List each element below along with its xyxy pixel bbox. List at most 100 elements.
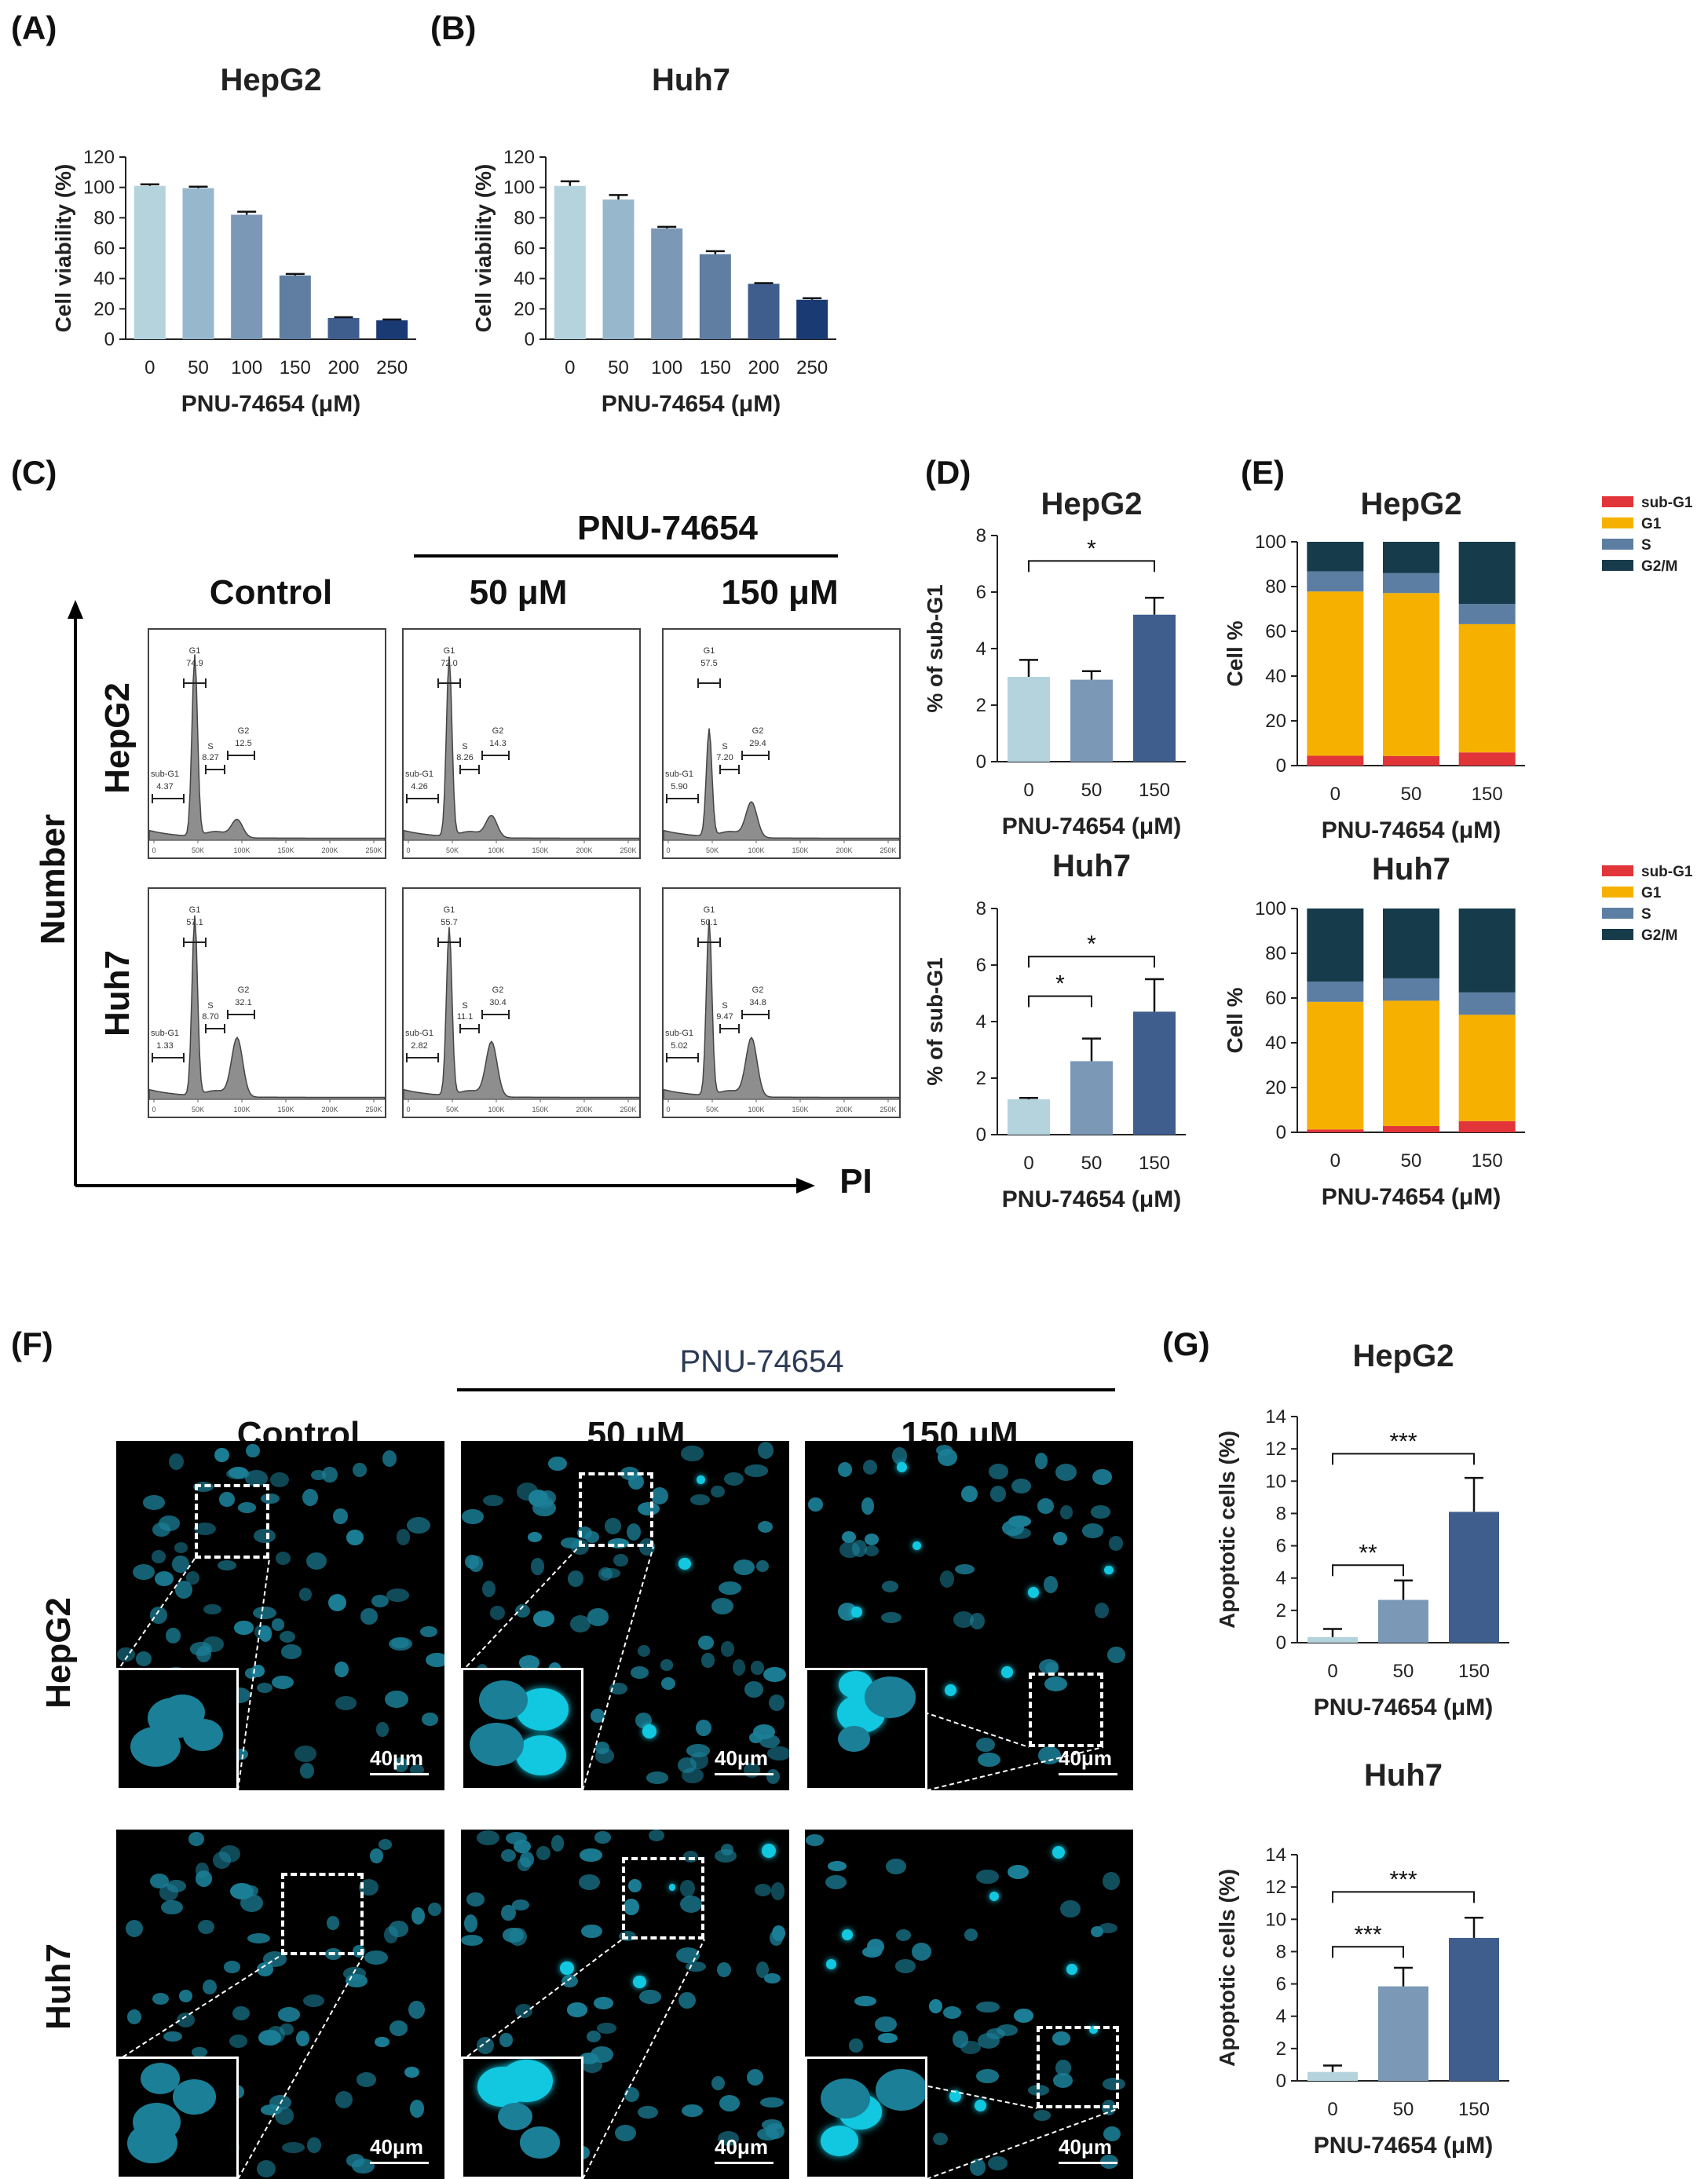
zoom-guide-lines [461,1546,654,1790]
nucleus [364,1950,388,1965]
nucleus [733,1559,755,1575]
bar [1008,1099,1050,1135]
nucleus [1044,1676,1068,1691]
y-tick-label: 0 [1276,755,1286,777]
x-tick-label: 50 [1401,784,1422,805]
y-tick-label: 40 [514,269,535,290]
apoptotic-nucleus [949,2090,961,2102]
x-tick-label: 100K [748,846,764,854]
nucleus [1008,1515,1032,1528]
nucleus [639,1989,661,2004]
nucleus [827,1860,847,1871]
zoom-guide-line [237,1954,364,2179]
nucleus [389,1636,413,1651]
x-tick-label: 0 [1327,1661,1337,1682]
nucleus [214,1448,230,1463]
x-tick-label: 0 [1330,784,1340,805]
gate-s-value: 8.70 [202,1012,218,1022]
nucleus [370,1848,383,1863]
nucleus [271,1618,285,1631]
zoom-inset [116,1668,239,1790]
x-tick-label: 250K [365,1106,382,1113]
nucleus [533,1610,555,1628]
nucleus [466,1892,485,1907]
gate-g1 [697,938,721,947]
x-tick-label: 50 [1393,2099,1414,2120]
bar-segment-g2m [1383,909,1439,978]
x-axis-label: PNU-74654 (μM) [1002,1186,1181,1212]
zoom-inset [805,2057,927,2179]
chart-e-hepg2-cellcycle: HepG2 0 20 40 60 80 100 Cell % 0 50 150 PNU-74654 (… [1223,487,1693,843]
nucleus [226,1468,250,1479]
gate-s [205,765,225,774]
nucleus [714,1849,737,1863]
nucleus [159,1515,180,1531]
x-tick-label: 250K [365,846,382,854]
y-tick-label: 20 [1265,711,1286,732]
nucleus [1099,1923,1118,1934]
nucleus [1055,1464,1077,1482]
nucleus [505,1831,528,1844]
panel-c-col-control: Control [209,573,333,612]
panel-c-col-50: 50 μM [469,573,568,612]
chart-title: Huh7 [1052,849,1131,883]
nucleus [586,2031,601,2043]
scale-bar-label: 40μm [370,1746,423,1770]
bar-segment-sub-g1 [1458,752,1516,766]
nucleus [894,1959,916,1973]
flow-histogram-frame: 0 50K 100K 150K 200K 250K G1 57.1 G2 32.1 S 8.70 sub… [148,887,386,1118]
bar [699,254,731,339]
zoom-guide-lines [461,1939,705,2179]
bar [602,199,635,339]
inset-nucleus [837,1726,870,1752]
panel-label-c: (C) [11,454,57,491]
nucleus [499,2032,513,2048]
nucleus [1109,1536,1124,1551]
nucleus [976,2001,1000,2013]
bar [1449,1512,1499,1643]
nucleus [152,1993,169,2005]
panel-label-g: (G) [1162,1325,1210,1362]
scale-bar [1059,2162,1117,2164]
bar [182,188,214,339]
nucleus [251,1664,265,1678]
y-axis-label: % of sub-G1 [923,584,947,712]
apoptotic-nucleus [842,1929,854,1941]
bar-segment-g2m [1307,542,1364,572]
x-tick-label: 200K [321,1106,338,1113]
bar [1070,1061,1113,1135]
nucleus [878,2032,898,2044]
x-tick-label: 200K [836,1106,852,1113]
nucleus [461,1934,483,1946]
nucleus [711,1598,734,1615]
nucleus [501,1848,517,1862]
gate-g2 [481,751,510,760]
gate-sub-g1 [666,1053,699,1062]
fluorescence-micrograph: 40μm [116,1441,444,1790]
nucleus [614,2124,637,2142]
gate-s-name: S [207,1001,213,1011]
nucleus [260,2104,282,2115]
significance-label: ** [1359,1540,1377,1566]
nucleus [503,1928,525,1943]
x-tick-label: 250 [796,357,828,378]
flow-histogram: 0 50K 100K 150K 200K 250K G1 57.1 G2 32.1 S8.70 sub… [149,905,385,1113]
gate-s-name: S [722,1001,727,1011]
histogram-curve [664,728,899,841]
nucleus [463,1914,477,1933]
gate-s-value: 9.47 [716,1012,733,1022]
legend-swatch [1602,929,1633,940]
y-tick-label: 60 [514,238,535,259]
bar [748,283,780,339]
nucleus [718,1581,741,1596]
nucleus [757,1521,774,1534]
significance-label: * [1087,931,1096,957]
bar-segment-g1 [1307,591,1364,756]
apoptotic-nucleus [560,1961,574,1976]
bar [133,185,166,339]
x-axis-label: PNU-74654 (μM) [1314,2133,1493,2159]
nucleus [192,2046,207,2058]
chart-title: HepG2 [1361,487,1462,521]
zoom-inset [461,2057,583,2179]
nucleus [1008,1865,1030,1880]
